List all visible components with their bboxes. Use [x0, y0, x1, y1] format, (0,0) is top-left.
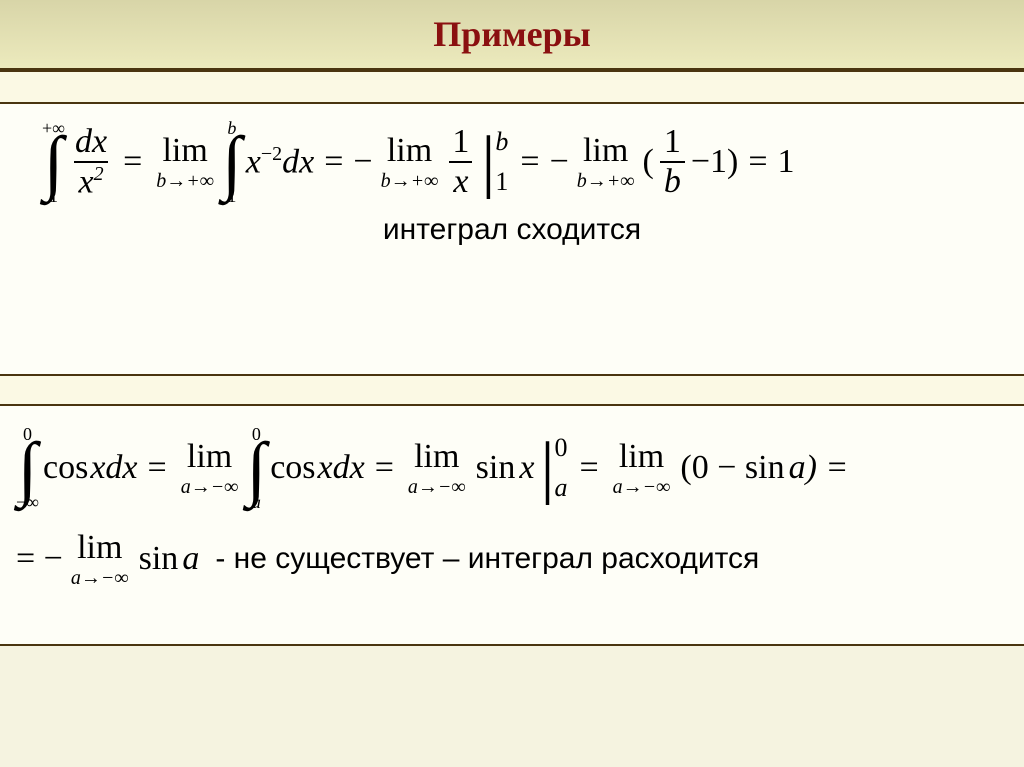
x-dx-1: xdx [90, 449, 137, 487]
result-1: 1 [778, 143, 795, 181]
example-2-caption: - не существует – интеграл расходится [215, 542, 759, 576]
integral-1: +∞ ∫ 1 [42, 118, 65, 207]
equals-2: = [324, 143, 343, 181]
integral-symbol: ∫ [44, 139, 64, 186]
page-title: Примеры [433, 13, 590, 55]
fraction-2: 1 x [448, 123, 473, 201]
equals-minus: = − [16, 540, 63, 578]
example-1-block: +∞ ∫ 1 dx x2 = lim b→+∞ b ∫ 1 x−2dx = − … [0, 104, 1024, 374]
a-close: a) = [789, 449, 849, 487]
limit-4: lim a→−∞ [181, 438, 239, 499]
example-2-equation-line2: = − lim a→−∞ sin a - не существует – инт… [14, 529, 1014, 590]
equals-6: = [375, 449, 394, 487]
paren-2: (0 − sin [680, 449, 784, 487]
x-dx-2: xdx [318, 449, 365, 487]
sin-2: sin [139, 540, 179, 578]
fraction-1: dx x2 [71, 123, 111, 201]
eval-bar-1: | b 1 [481, 127, 508, 197]
int1-lower: 1 [49, 186, 58, 207]
eval-bar-2: | 0 a [540, 433, 567, 503]
integrand-2: x−2dx [246, 143, 314, 181]
cos-2: cos [270, 449, 315, 487]
title-header: Примеры [0, 0, 1024, 72]
example-1-equation: +∞ ∫ 1 dx x2 = lim b→+∞ b ∫ 1 x−2dx = − … [40, 118, 994, 207]
spacer-bar-1 [0, 72, 1024, 104]
fraction-3: 1 b [660, 123, 685, 201]
limit-7: lim a→−∞ [71, 529, 129, 590]
frac1-num: dx [71, 123, 111, 161]
equals-4: = [748, 143, 767, 181]
example-2-block: 0 ∫ −∞ cos xdx = lim a→−∞ 0 ∫ a cos xdx … [0, 406, 1024, 646]
minus-2: − [550, 143, 569, 181]
equals-7: = [579, 449, 598, 487]
equals-5: = [148, 449, 167, 487]
equals-1: = [123, 143, 142, 181]
frac1-den: x2 [74, 161, 107, 201]
minus-3-close: −1) [691, 143, 739, 181]
example-1-caption: интеграл сходится [30, 213, 994, 247]
cos-1: cos [43, 449, 88, 487]
limit-2: lim b→+∞ [381, 132, 439, 193]
spacer-bar-2 [0, 374, 1024, 406]
integral-2: b ∫ 1 [222, 118, 242, 207]
minus-1: − [353, 143, 372, 181]
integral-4: 0 ∫ a [246, 424, 266, 513]
a-2: a [182, 540, 199, 578]
equals-3: = [520, 143, 539, 181]
limit-3: lim b→+∞ [577, 132, 635, 193]
limit-1: lim b→+∞ [156, 132, 214, 193]
paren-open: ( [643, 143, 654, 181]
example-2-equation-line1: 0 ∫ −∞ cos xdx = lim a→−∞ 0 ∫ a cos xdx … [14, 424, 1014, 513]
limit-5: lim a→−∞ [408, 438, 466, 499]
x-3: x [519, 449, 534, 487]
integral-3: 0 ∫ −∞ [16, 424, 39, 513]
limit-6: lim a→−∞ [613, 438, 671, 499]
sin-1: sin [476, 449, 516, 487]
bottom-margin [0, 646, 1024, 761]
